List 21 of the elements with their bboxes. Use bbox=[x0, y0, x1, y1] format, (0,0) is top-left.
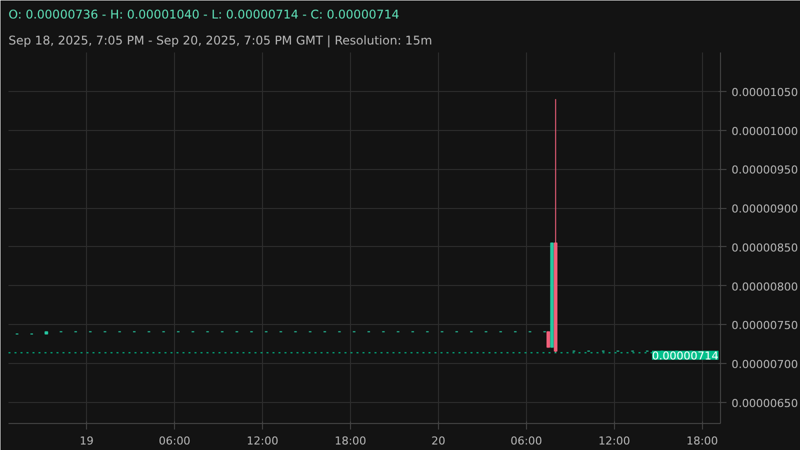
y-tick-label: 0.00000850 bbox=[732, 241, 798, 254]
x-tick-label: 06:00 bbox=[158, 434, 190, 448]
x-tick-label: 12:00 bbox=[246, 434, 278, 448]
y-tick-label: 0.00000950 bbox=[732, 164, 798, 177]
x-tick-label: 20 bbox=[431, 434, 446, 448]
y-tick-label: 0.00000900 bbox=[732, 202, 798, 216]
y-tick-label: 0.00000700 bbox=[732, 358, 798, 372]
x-tick-label: 19 bbox=[80, 434, 94, 448]
chart-subtitle: Sep 18, 2025, 7:05 PM - Sep 20, 2025, 7:05 PM GMT | Resolution: 15m bbox=[8, 34, 432, 48]
ref-line-label: 0.00000714 bbox=[652, 350, 718, 363]
y-tick-label: 0.00001050 bbox=[732, 86, 798, 99]
y-tick-label: 0.00000650 bbox=[732, 397, 798, 410]
y-tick-label: 0.00000750 bbox=[732, 319, 798, 332]
y-tick-label: 0.00001000 bbox=[732, 124, 798, 138]
candlestick bbox=[546, 331, 550, 348]
x-tick-label: 12:00 bbox=[598, 434, 630, 448]
x-tick-label: 18:00 bbox=[686, 434, 718, 448]
x-tick-label: 18:00 bbox=[334, 434, 366, 448]
y-tick-label: 0.00000800 bbox=[732, 280, 798, 294]
x-tick-label: 06:00 bbox=[510, 434, 542, 448]
chart-title: O: 0.00000736 - H: 0.00001040 - L: 0.00000714 - C: 0.00000714 bbox=[8, 8, 400, 22]
